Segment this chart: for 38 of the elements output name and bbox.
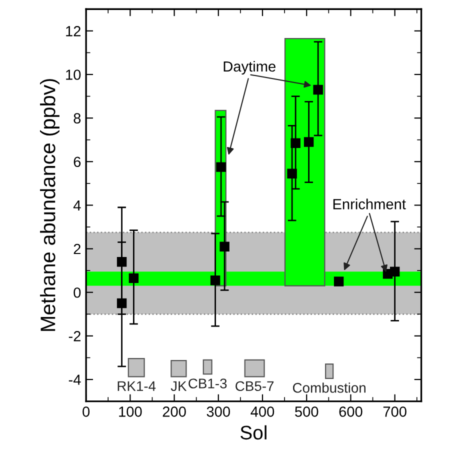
y-tick-label: 0 (74, 287, 81, 298)
annotation: CB1-3 (188, 378, 227, 388)
point (287, 168, 297, 178)
y-tick-label: -2 (68, 331, 80, 342)
x-axis-title: Sol (240, 425, 266, 440)
point (128, 273, 139, 284)
point (220, 242, 230, 252)
y-axis-title: Methane abundance (ppbv) (40, 79, 60, 331)
x-tick-label: 0 (82, 406, 90, 417)
point (334, 276, 344, 286)
y-tick-label: 4 (73, 200, 81, 210)
x-tick-label: 300 (206, 406, 230, 417)
point (304, 137, 314, 147)
annotation: JK (170, 381, 187, 392)
annotation: Combustion (292, 382, 366, 393)
point (210, 276, 220, 286)
x-tick-label: 200 (162, 406, 186, 417)
annotation: RK1-4 (118, 381, 156, 391)
y-tick-label: 12 (66, 26, 80, 36)
x-tick-label: 700 (383, 406, 406, 417)
y-tick-label: -4 (68, 374, 81, 385)
x-tick-label: 600 (339, 406, 362, 417)
point (216, 162, 226, 172)
y-tick-label: 10 (66, 70, 81, 80)
x-tick-label: 400 (250, 406, 274, 417)
point (116, 298, 127, 308)
y-tick-label: 8 (74, 113, 81, 124)
y-tick-label: 6 (74, 156, 81, 168)
point (116, 256, 127, 267)
annotation: Enrichment (333, 198, 406, 210)
x-tick-label: 500 (295, 406, 318, 417)
x-tick-label: 100 (119, 406, 142, 417)
point (313, 84, 323, 95)
y-tick-label: 2 (74, 244, 80, 254)
annotation: Daytime (224, 60, 276, 75)
annotation: CB5-7 (236, 381, 274, 392)
point (290, 138, 300, 148)
point (390, 266, 400, 277)
